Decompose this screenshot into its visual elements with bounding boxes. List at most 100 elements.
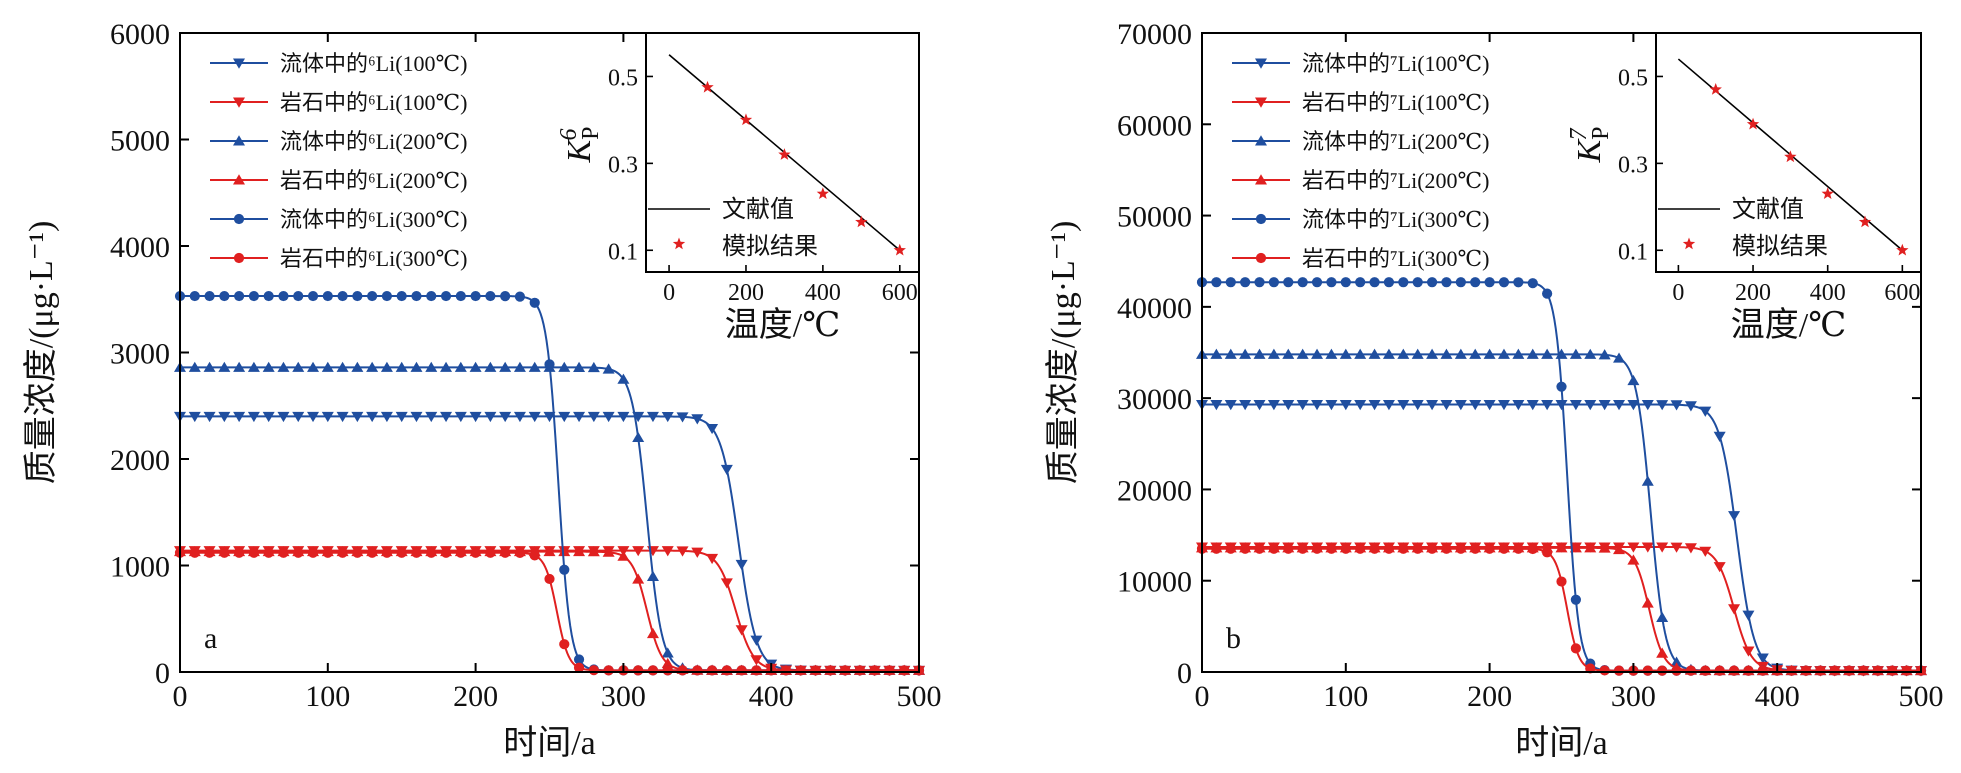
data-point: [1800, 665, 1812, 676]
series-line: [180, 295, 919, 672]
data-point: [1267, 348, 1280, 359]
data-point: [1412, 277, 1423, 288]
data-point: [661, 411, 674, 423]
data-point: [380, 411, 393, 423]
data-point: [470, 290, 481, 302]
data-point: [307, 361, 320, 372]
data-point: [632, 573, 645, 584]
data-point: [1483, 348, 1496, 359]
data-point: [1426, 543, 1438, 554]
legend-entry: 岩石中的⁶Li(100℃): [280, 90, 467, 115]
plot-frame: [1201, 32, 1922, 673]
data-point: [721, 665, 732, 676]
series-line: [1202, 546, 1921, 672]
data-point: [1555, 400, 1568, 411]
legend-marker: [1255, 174, 1267, 185]
data-point: [1254, 277, 1265, 288]
y-tick-label: 1000: [110, 551, 170, 584]
x-tick-label: 200: [453, 680, 498, 713]
data-point: [1656, 611, 1669, 622]
legend-marker: [1255, 213, 1267, 225]
data-point: [366, 411, 379, 423]
data-point: [425, 361, 438, 372]
data-point: [1224, 400, 1237, 411]
data-point: [1325, 400, 1338, 411]
data-point: [1699, 406, 1712, 417]
data-point: [1297, 277, 1308, 288]
data-point: [1728, 511, 1741, 522]
panel-label: a: [204, 622, 217, 655]
y-axis-label: 质量浓度/(μg·L⁻¹): [1044, 221, 1082, 485]
data-point: [1239, 348, 1252, 359]
legend-marker: [233, 58, 245, 69]
data-point: [247, 411, 260, 423]
series-2: [1196, 542, 1927, 677]
x-tick-label: 400: [1755, 680, 1800, 713]
series-2: [174, 546, 925, 677]
data-point: [293, 547, 304, 558]
data-point: [234, 290, 245, 302]
data-point: [1569, 542, 1582, 553]
data-point: [1211, 543, 1222, 554]
data-point: [617, 373, 630, 384]
data-point: [410, 411, 423, 423]
data-point: [1426, 277, 1438, 288]
data-point: [1627, 374, 1640, 386]
data-point: [661, 647, 674, 658]
data-point: [1268, 277, 1279, 288]
data-point: [1483, 400, 1496, 411]
data-point: [396, 290, 407, 302]
data-point: [646, 570, 659, 581]
data-point: [1526, 400, 1539, 411]
data-point: [1311, 277, 1323, 288]
data-point: [321, 411, 334, 423]
data-point: [219, 290, 230, 302]
data-point: [203, 411, 216, 423]
data-point: [780, 665, 792, 676]
data-point: [676, 412, 689, 423]
inset-y-tick-label: 0.5: [1618, 65, 1648, 91]
data-point: [1441, 543, 1452, 554]
data-point: [426, 290, 437, 302]
data-point: [587, 546, 600, 557]
data-point: [1541, 348, 1554, 359]
data-point: [219, 547, 230, 558]
data-point: [573, 662, 585, 673]
x-axis-label: 时间/a: [503, 725, 596, 762]
data-point: [337, 547, 348, 558]
data-point: [454, 411, 467, 423]
series-line: [180, 415, 919, 672]
data-point: [899, 665, 910, 676]
data-point: [1713, 431, 1726, 442]
data-point: [1224, 348, 1237, 359]
data-point: [1253, 400, 1266, 411]
legend-entry: 岩石中的⁷Li(300℃): [1302, 246, 1489, 271]
inset-x-tick-label: 400: [1810, 280, 1846, 306]
y-tick-label: 10000: [1117, 566, 1192, 599]
data-point: [1844, 665, 1855, 676]
data-point: [484, 411, 497, 423]
data-point: [1412, 543, 1423, 554]
inset-x-tick-label: 200: [728, 280, 764, 306]
data-point: [411, 290, 422, 302]
data-point: [602, 546, 615, 557]
data-point: [1627, 542, 1640, 553]
data-point: [292, 361, 305, 372]
data-point: [1239, 400, 1252, 411]
data-point: [1398, 543, 1409, 554]
data-point: [1368, 348, 1381, 359]
data-point: [277, 361, 290, 372]
data-point: [1398, 277, 1409, 288]
data-point: [1397, 400, 1410, 411]
data-point: [1670, 542, 1683, 553]
data-point: [543, 545, 556, 557]
data-point: [1556, 576, 1567, 587]
series-6: [174, 547, 925, 676]
data-point: [499, 361, 512, 372]
series-4: [174, 545, 925, 675]
data-point: [1699, 546, 1712, 557]
data-point: [602, 411, 615, 423]
legend-marker: [1255, 135, 1267, 146]
